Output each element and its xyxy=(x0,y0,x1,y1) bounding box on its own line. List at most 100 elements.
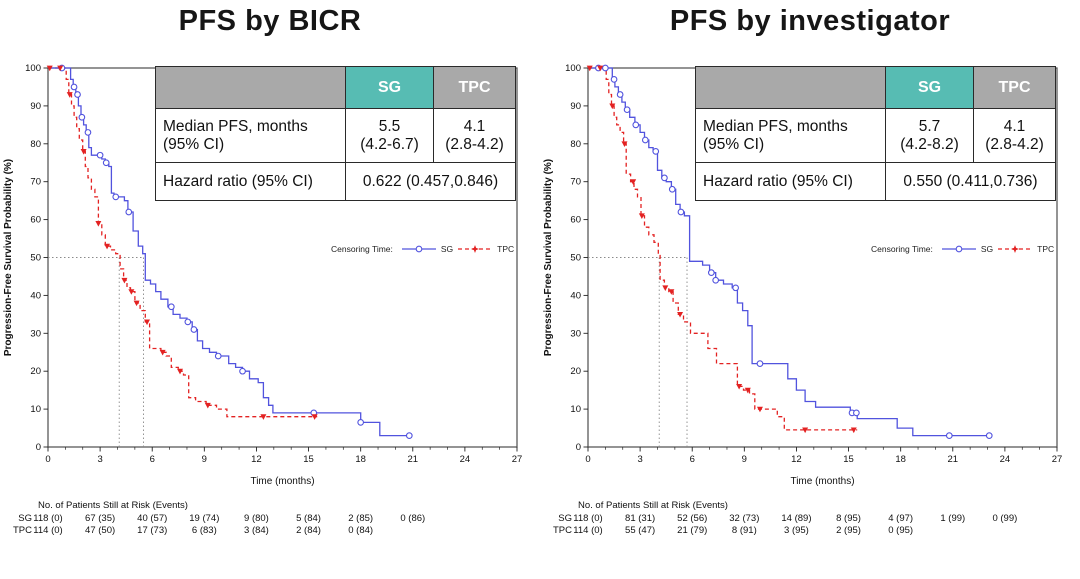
x-axis-label: Time (months) xyxy=(790,476,854,487)
x-tick-label: 0 xyxy=(45,454,50,465)
stats-header-sg: SG xyxy=(345,66,434,109)
y-tick-label: 90 xyxy=(570,101,581,112)
censor-triangle xyxy=(756,406,763,413)
censor-circle xyxy=(616,91,624,98)
censor-triangle xyxy=(133,300,140,307)
risk-cell: 55 (47) xyxy=(625,525,656,536)
y-tick-label: 50 xyxy=(30,253,41,264)
risk-cell: 3 (84) xyxy=(244,525,269,536)
risk-row-label: TPC xyxy=(13,525,32,536)
x-axis: 0 3 6 9 12 15 18 21 24 27 Time (months) xyxy=(45,447,522,487)
x-tick-label: 15 xyxy=(303,454,314,465)
risk-cell: 32 (73) xyxy=(729,513,760,524)
censor-triangle xyxy=(260,414,267,420)
sg-line-sample-icon xyxy=(401,245,436,253)
stats-table-investigator: SG TPC Median PFS, months (95% CI) 5.7 (… xyxy=(695,66,1056,201)
risk-cell: 8 (95) xyxy=(836,513,861,524)
censor-circle xyxy=(610,76,618,83)
x-tick-label: 9 xyxy=(742,454,747,465)
median-reference-lines xyxy=(48,257,144,447)
risk-cell: 2 (85) xyxy=(348,513,374,524)
y-axis-label: Progression-Free Survival Probability (%… xyxy=(3,159,14,356)
legend-sg-label: SG xyxy=(440,244,454,254)
stats-header-sg: SG xyxy=(885,66,974,109)
stats-table-bicr: SG TPC Median PFS, months (95% CI) 5.5 (… xyxy=(155,66,516,201)
plot-root: 0 3 6 9 12 15 18 21 24 27 Time (months) 0 10 20 30 40 50… xyxy=(3,63,522,487)
panel-pfs-bicr: PFS by BICR 0 3 6 9 12 15 18 21 24 27 Time (months… xyxy=(3,5,522,536)
censoring-legend: Censoring Time: SG TPC xyxy=(331,244,517,254)
tpc-censor-marks xyxy=(586,65,857,434)
censor-circle xyxy=(623,106,631,114)
risk-cell: 6 (83) xyxy=(191,525,217,536)
x-tick-label: 3 xyxy=(97,454,102,465)
risk-cell: 21 (79) xyxy=(677,525,708,536)
risk-cell: 3 (95) xyxy=(784,525,809,536)
censor-triangle xyxy=(121,277,128,284)
censor-circle xyxy=(167,303,175,311)
legend-label: Censoring Time: xyxy=(871,244,933,254)
median-pfs-tpc-value: 4.1 (2.8-4.2) xyxy=(973,108,1056,163)
censor-circle xyxy=(756,360,764,367)
y-tick-label: 60 xyxy=(30,215,41,226)
risk-cell: 2 (84) xyxy=(296,525,321,536)
risk-row-label: SG xyxy=(558,513,572,524)
y-axis: 0 10 20 30 40 50 60 70 80 90 100 Progression-Free S… xyxy=(543,63,588,453)
x-tick-label: 12 xyxy=(251,454,262,465)
censor-circle xyxy=(677,208,685,216)
median-pfs-tpc-value: 4.1 (2.8-4.2) xyxy=(433,108,516,163)
tpc-line-sample-icon xyxy=(458,245,493,253)
censor-circle xyxy=(74,91,81,98)
x-tick-label: 9 xyxy=(202,454,207,465)
censor-circle xyxy=(239,367,246,375)
y-tick-label: 100 xyxy=(565,63,581,74)
y-tick-label: 20 xyxy=(30,366,41,377)
censor-circle xyxy=(632,121,640,129)
censor-circle xyxy=(602,64,609,72)
censor-triangle xyxy=(638,213,645,220)
plot-root: 0 3 6 9 12 15 18 21 24 27 Time (months) 0 10 20 30 40 50… xyxy=(543,63,1062,487)
median-pfs-label-line1: Median PFS, months xyxy=(163,117,308,135)
tpc-line-sample-icon xyxy=(998,245,1033,253)
y-tick-label: 100 xyxy=(25,63,41,74)
risk-cell: 40 (57) xyxy=(137,513,168,524)
risk-cell: 114 (0) xyxy=(573,525,603,536)
sg-curve xyxy=(588,67,991,437)
x-tick-label: 18 xyxy=(355,454,366,465)
censor-triangle xyxy=(128,289,135,295)
risk-cell: 118 (0) xyxy=(33,513,63,524)
censor-triangle xyxy=(46,65,53,72)
y-tick-label: 40 xyxy=(570,290,581,301)
legend-tpc-label: TPC xyxy=(1037,244,1055,254)
censor-triangle xyxy=(159,349,166,356)
censor-circle xyxy=(652,148,660,155)
y-tick-label: 10 xyxy=(570,404,581,415)
censor-triangle xyxy=(662,285,669,292)
median-pfs-sg-value: 5.5 (4.2-6.7) xyxy=(345,108,434,163)
y-tick-label: 40 xyxy=(30,290,41,301)
censor-circle xyxy=(985,432,993,439)
censor-circle xyxy=(668,185,676,193)
censor-triangle xyxy=(204,402,211,409)
panel-title: PFS by investigator xyxy=(669,5,951,37)
risk-cell: 19 (74) xyxy=(189,513,220,524)
risk-cell: 0 (84) xyxy=(348,525,374,536)
censoring-legend: Censoring Time: SG TPC xyxy=(871,244,1057,254)
censor-triangle xyxy=(104,243,111,250)
censor-circle xyxy=(712,276,720,284)
censor-triangle xyxy=(668,289,675,295)
x-tick-label: 21 xyxy=(407,454,418,465)
median-pfs-sg-value: 5.7 (4.2-8.2) xyxy=(885,108,974,163)
censor-circle xyxy=(357,419,365,426)
censor-circle xyxy=(102,159,110,167)
censor-triangle xyxy=(597,65,604,72)
censor-circle xyxy=(96,151,104,159)
risk-cell: 81 (31) xyxy=(625,513,656,524)
x-tick-label: 6 xyxy=(150,454,155,465)
x-axis: 0 3 6 9 12 15 18 21 24 27 Time (months) xyxy=(585,447,1062,487)
hazard-ratio-label: Hazard ratio (95% CI) xyxy=(695,162,886,201)
censor-triangle xyxy=(736,383,743,390)
y-axis: 0 10 20 30 40 50 60 70 80 90 100 Progression-Free S… xyxy=(3,63,48,453)
risk-cell: 67 (35) xyxy=(85,513,116,524)
risk-table-header: No. of Patients Still at Risk (Events) xyxy=(578,500,728,511)
median-pfs-label-line1: Median PFS, months xyxy=(703,117,848,135)
